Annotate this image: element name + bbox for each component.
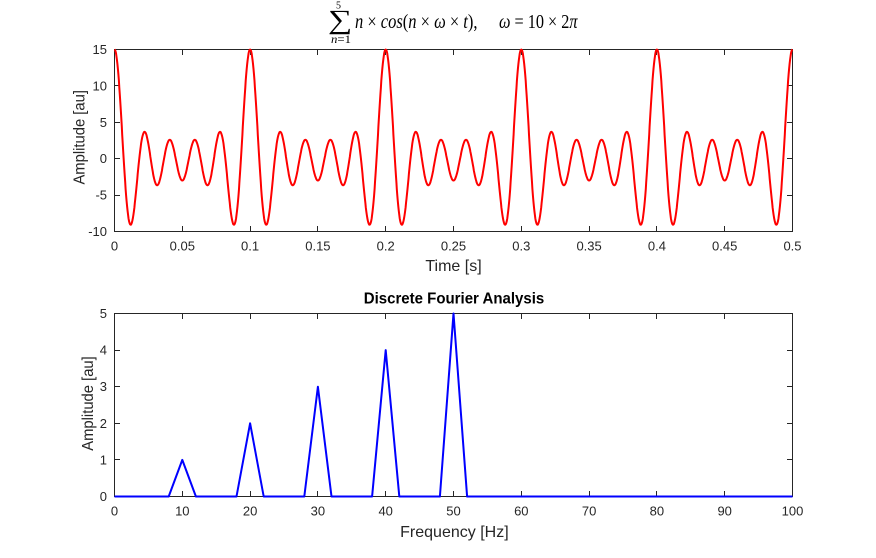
svg-text:30: 30 [311,504,325,519]
svg-text:0.35: 0.35 [576,239,601,254]
svg-text:0.15: 0.15 [305,239,330,254]
svg-text:Frequency [Hz]: Frequency [Hz] [400,524,508,541]
svg-text:Time [s]: Time [s] [425,258,481,275]
svg-text:0.2: 0.2 [377,239,395,254]
svg-text:5: 5 [100,115,107,130]
svg-text:100: 100 [782,504,804,519]
svg-text:10: 10 [93,78,107,93]
svg-text:Discrete Fourier Analysis: Discrete Fourier Analysis [364,291,545,308]
svg-text:5: 5 [100,306,107,321]
svg-text:Amplitude [au]: Amplitude [au] [80,356,97,451]
svg-text:0.25: 0.25 [441,239,466,254]
svg-text:n=1: n=1 [331,32,351,46]
svg-text:-10: -10 [88,224,107,239]
svg-text:50: 50 [446,504,460,519]
svg-text:10: 10 [175,504,189,519]
svg-text:0.3: 0.3 [512,239,530,254]
svg-text:15: 15 [93,42,107,57]
svg-text:0: 0 [100,151,107,166]
svg-text:0.4: 0.4 [648,239,666,254]
svg-text:90: 90 [717,504,731,519]
svg-text:Amplitude [au]: Amplitude [au] [72,90,89,185]
svg-text:ω = 10 × 2π: ω = 10 × 2π [499,11,578,33]
svg-text:70: 70 [582,504,596,519]
svg-text:0: 0 [111,504,118,519]
svg-text:∑: ∑ [328,5,352,35]
svg-text:0.1: 0.1 [241,239,259,254]
svg-text:40: 40 [378,504,392,519]
svg-text:0: 0 [100,489,107,504]
svg-text:0.05: 0.05 [170,239,195,254]
svg-text:1: 1 [100,452,107,467]
svg-text:0.5: 0.5 [783,239,801,254]
svg-text:20: 20 [243,504,257,519]
svg-text:5: 5 [336,1,341,12]
svg-text:60: 60 [514,504,528,519]
svg-text:4: 4 [100,343,107,358]
svg-text:2: 2 [100,416,107,431]
svg-text:3: 3 [100,379,107,394]
svg-text:0.45: 0.45 [712,239,737,254]
svg-text:0: 0 [111,239,118,254]
svg-text:n × cos(n × ω × t),: n × cos(n × ω × t), [355,11,478,33]
svg-text:80: 80 [650,504,664,519]
svg-text:-5: -5 [95,188,107,203]
